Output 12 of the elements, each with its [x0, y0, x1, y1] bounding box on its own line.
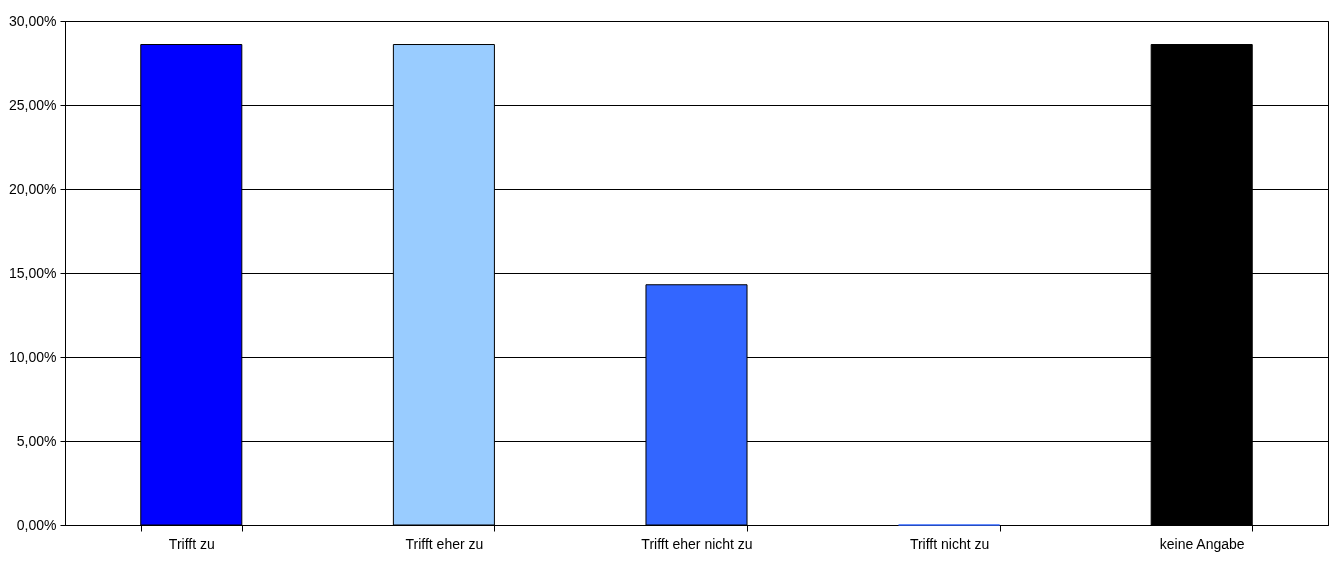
x-tick-label: Trifft zu	[168, 535, 215, 552]
x-tick-label: Trifft nicht zu	[909, 535, 990, 552]
x-tick-label: Trifft eher nicht zu	[641, 535, 753, 552]
y-tick-label: 0,00%	[16, 516, 57, 533]
y-tick-label: 30,00%	[9, 12, 57, 29]
x-tick-label: Trifft eher zu	[405, 535, 484, 552]
y-tick-label: 5,00%	[16, 432, 57, 449]
y-tick-label: 15,00%	[9, 264, 57, 281]
y-tick-label: 20,00%	[9, 180, 57, 197]
y-tick-label: 25,00%	[9, 96, 57, 113]
y-tick-label: 10,00%	[9, 348, 57, 365]
x-tick-label: keine Angabe	[1159, 535, 1245, 552]
